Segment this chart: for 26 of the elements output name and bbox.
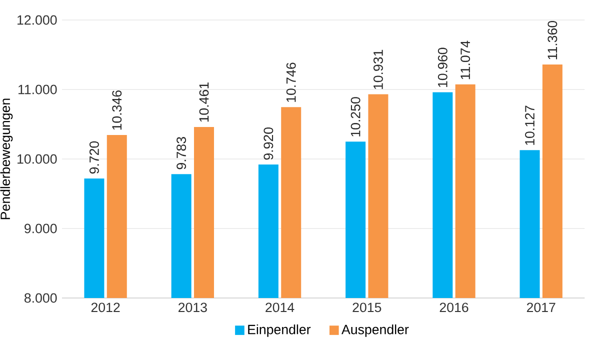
data-label: 11.360	[548, 20, 558, 60]
x-tick-label: 2014	[266, 302, 294, 312]
x-tick-label: 2013	[178, 302, 207, 312]
data-label: 9.720	[90, 141, 99, 174]
data-label: 9.783	[176, 137, 186, 170]
y-axis-title: Pendlerbewegungen	[0, 98, 13, 220]
y-tick-label: 10.000	[18, 154, 57, 164]
data-label: 10.746	[286, 62, 296, 102]
x-tick-label: 2017	[526, 302, 556, 312]
y-tick-label: 9.000	[24, 224, 57, 234]
data-label: 10.250	[350, 97, 360, 136]
data-label: 11.074	[460, 40, 470, 80]
x-tick-label: 2012	[91, 302, 120, 312]
data-label: 9.920	[264, 127, 274, 160]
y-tick-label: 12.000	[18, 15, 57, 25]
x-tick-label: 2016	[440, 302, 468, 312]
data-label: 10.960	[438, 48, 448, 87]
legend-label: Einpendler	[248, 324, 311, 337]
x-tick-label: 2015	[352, 302, 382, 312]
data-label: 10.461	[199, 82, 209, 122]
y-tick-label: 11.000	[18, 84, 57, 94]
data-label: 10.346	[112, 90, 122, 130]
data-label: 10.127	[525, 106, 534, 145]
data-label: 10.931	[374, 50, 383, 90]
y-tick-label: 8.000	[24, 293, 57, 303]
legend-label: Auspendler	[342, 324, 409, 337]
